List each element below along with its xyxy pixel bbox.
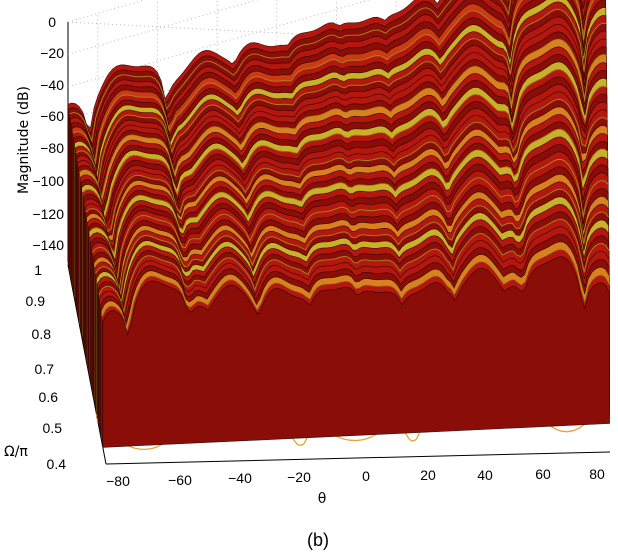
z-tick-label-0: 0 — [48, 14, 56, 30]
y-tick-label-4: 0.8 — [32, 326, 52, 342]
y-tick-label-5: 0.9 — [26, 293, 46, 309]
surface-highlight-22 — [85, 98, 608, 233]
x-tick-label-3: −20 — [287, 469, 311, 485]
surface-highlight-30 — [91, 158, 609, 280]
z-tick-label-6: −120 — [32, 206, 64, 222]
z-tick-label-4: −80 — [40, 140, 64, 156]
y-tick-labels: 0.4 0.5 0.6 0.7 0.8 0.9 1 — [26, 262, 67, 472]
y-tick-label-3: 0.7 — [35, 361, 55, 377]
surface-highlight-2 — [69, 0, 584, 143]
surface-highlight-26 — [88, 128, 609, 256]
y-tick-label-1: 0.5 — [43, 420, 63, 436]
y-tick-label-6: 1 — [34, 262, 42, 278]
panel-caption: (b) — [307, 530, 329, 550]
z-tick-labels: 0 −20 −40 −60 −80 −100 −120 −140 — [32, 14, 64, 253]
x-tick-label-6: 40 — [477, 467, 493, 483]
surface-plot — [67, 0, 610, 448]
surface-highlight-18 — [82, 68, 608, 218]
x-tick-label-5: 20 — [420, 467, 436, 483]
x-tick-label-4: 0 — [362, 468, 370, 484]
z-tick-label-1: −20 — [40, 45, 64, 61]
z-tick-label-2: −40 — [40, 77, 64, 93]
surface-highlight-10 — [75, 8, 607, 185]
y-tick-label-2: 0.6 — [39, 389, 59, 405]
z-axis-label: Magnitude (dB) — [16, 86, 32, 194]
surface-highlight-14 — [79, 38, 607, 199]
x-axis-label: θ — [318, 491, 327, 507]
z-tick-label-3: −60 — [40, 108, 64, 124]
y-tick-label-0: 0.4 — [47, 456, 67, 472]
z-tick-label-5: −100 — [32, 173, 64, 189]
surface-highlight-6 — [72, 0, 595, 164]
surface-highlight-38 — [98, 218, 610, 313]
x-tick-label-7: 60 — [535, 466, 551, 482]
x-tick-labels: −80 −60 −40 −20 0 20 40 60 80 — [106, 466, 605, 489]
x-tick-label-1: −60 — [168, 472, 192, 488]
x-tick-label-8: 80 — [589, 466, 605, 482]
z-tick-label-7: −140 — [32, 237, 64, 253]
x-tick-label-2: −40 — [228, 470, 252, 486]
y-axis-label: Ω/π — [4, 444, 28, 460]
surface-highlight-42 — [101, 248, 610, 333]
surface-slice-43 — [102, 256, 610, 448]
x-axis-line — [105, 451, 611, 465]
x-tick-label-0: −80 — [106, 473, 130, 489]
surface-highlight-34 — [95, 188, 609, 295]
